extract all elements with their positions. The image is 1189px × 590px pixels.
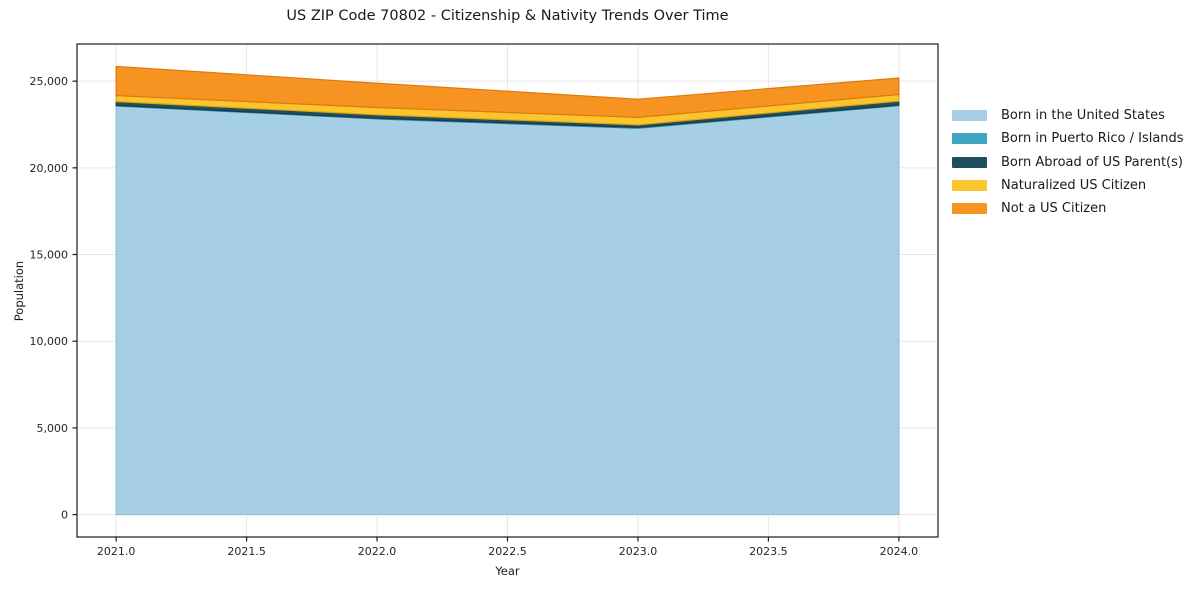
y-tick-label: 25,000 — [30, 75, 69, 88]
legend-item-1: Born in Puerto Rico / Islands — [952, 127, 1184, 150]
legend: Born in the United States Born in Puerto … — [952, 104, 1184, 220]
legend-label: Not a US Citizen — [1001, 201, 1107, 217]
x-tick-label: 2021.0 — [97, 545, 136, 558]
x-tick-label: 2021.5 — [227, 545, 266, 558]
legend-swatch-icon — [952, 203, 987, 215]
y-tick-label: 15,000 — [30, 249, 69, 262]
area-series-4 — [115, 65, 900, 118]
x-tick-label: 2023.5 — [749, 545, 788, 558]
x-tick-label: 2024.0 — [880, 545, 919, 558]
area-series-0 — [115, 104, 900, 516]
x-tick-label: 2022.0 — [358, 545, 397, 558]
legend-item-4: Not a US Citizen — [952, 197, 1184, 220]
chart-title: US ZIP Code 70802 - Citizenship & Nativi… — [286, 8, 729, 24]
legend-label: Born Abroad of US Parent(s) — [1001, 154, 1183, 170]
x-tick-label: 2022.5 — [488, 545, 527, 558]
legend-swatch-icon — [952, 180, 987, 192]
y-tick-label: 0 — [61, 509, 68, 522]
y-axis-label: Population — [12, 260, 26, 322]
legend-label: Naturalized US Citizen — [1001, 178, 1147, 194]
legend-label: Born in Puerto Rico / Islands — [1001, 131, 1184, 147]
y-tick-label: 10,000 — [30, 335, 69, 348]
x-tick-label: 2023.0 — [619, 545, 658, 558]
legend-label: Born in the United States — [1001, 108, 1165, 124]
legend-item-0: Born in the United States — [952, 104, 1184, 127]
y-tick-label: 5,000 — [37, 422, 69, 435]
legend-swatch-icon — [952, 156, 987, 168]
legend-item-3: Naturalized US Citizen — [952, 174, 1184, 197]
x-axis-label: Year — [495, 564, 520, 578]
y-tick-label: 20,000 — [30, 162, 69, 175]
legend-swatch-icon — [952, 110, 987, 122]
legend-swatch-icon — [952, 133, 987, 145]
legend-item-2: Born Abroad of US Parent(s) — [952, 151, 1184, 174]
